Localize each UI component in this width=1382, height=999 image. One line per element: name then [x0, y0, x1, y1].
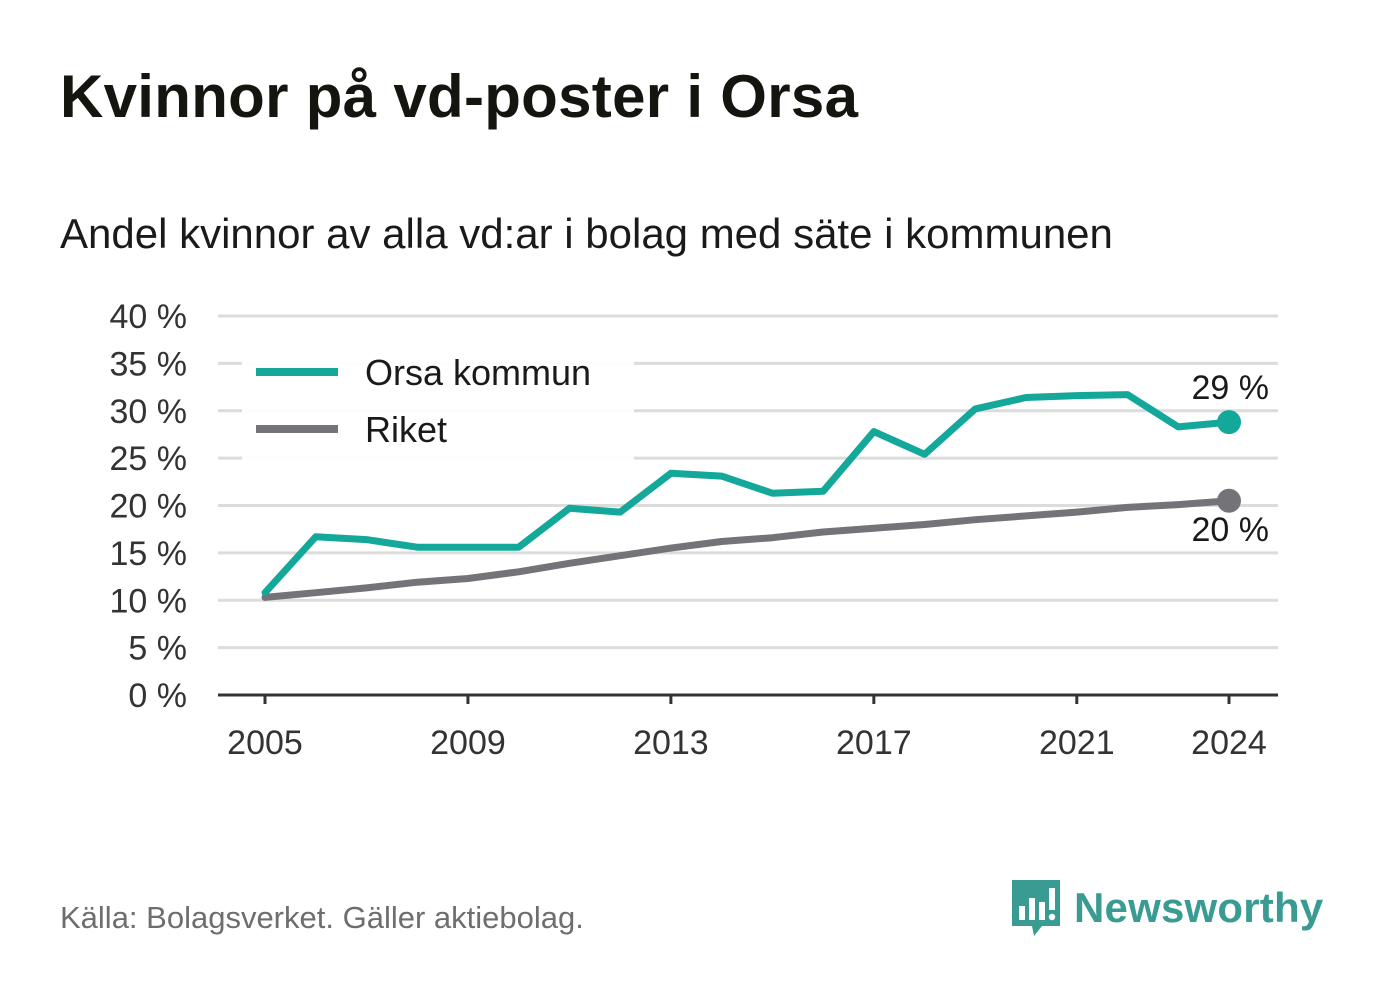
end-label-1: 20 %	[1192, 511, 1270, 549]
y-tick-label: 15 %	[110, 535, 188, 573]
x-tick-label: 2009	[430, 724, 506, 762]
end-point-1	[1217, 488, 1241, 513]
y-tick-label: 10 %	[110, 582, 188, 620]
newsworthy-logo: Newsworthy	[1010, 878, 1323, 938]
line-chart: 0 %5 %10 %15 %20 %25 %30 %35 %40 % 2005 2…	[110, 298, 1278, 762]
x-tick-label: 2024	[1191, 724, 1267, 762]
source-note: Källa: Bolagsverket. Gäller aktiebolag.	[60, 900, 584, 935]
y-tick-label: 0 %	[128, 677, 187, 715]
y-tick-label: 35 %	[110, 345, 188, 383]
series-line-1	[261, 497, 1233, 601]
chart-title: Kvinnor på vd-poster i Orsa	[60, 63, 859, 130]
legend-background	[242, 344, 634, 462]
y-axis-ticks: 0 % 5 % 10 % 15 % 20 % 25 % 30 % 35 % 40 %	[110, 298, 188, 715]
end-label-0: 29 %	[1192, 369, 1270, 407]
y-tick-label: 5 %	[128, 630, 187, 668]
brand-name: Newsworthy	[1074, 884, 1324, 931]
legend-label-1: Riket	[365, 409, 447, 450]
y-tick-label: 30 %	[110, 393, 188, 431]
x-tick-label: 2021	[1039, 724, 1115, 762]
x-tick-label: 2013	[633, 724, 709, 762]
x-axis: 2005 2009 2013 2017 2021 2024	[218, 693, 1278, 762]
series-lines: 20 % 29 %	[261, 369, 1270, 601]
x-tick-label: 2005	[227, 724, 303, 762]
x-tick-label: 2017	[836, 724, 912, 762]
bar-chart-speech-bubble-icon	[1012, 880, 1060, 936]
y-tick-label: 20 %	[110, 488, 188, 526]
legend-label-0: Orsa kommun	[365, 352, 591, 393]
y-tick-label: 25 %	[110, 440, 188, 478]
end-point-0	[1217, 410, 1241, 435]
series-line-0	[261, 391, 1233, 597]
y-tick-label: 40 %	[110, 298, 188, 336]
legend: Orsa kommun Riket	[242, 344, 634, 462]
chart-subtitle: Andel kvinnor av alla vd:ar i bolag med …	[60, 210, 1113, 257]
